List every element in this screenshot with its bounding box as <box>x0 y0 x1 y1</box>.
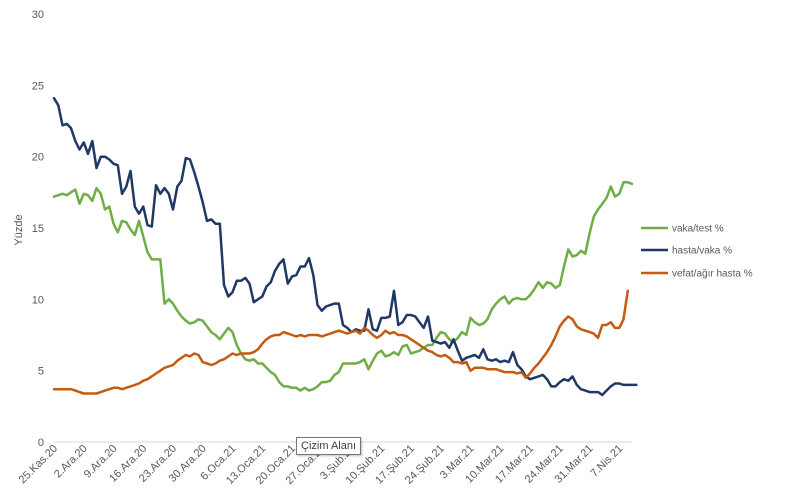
y-tick-label: 0 <box>38 437 44 449</box>
y-axis: 0 5 10 15 20 25 30 <box>32 9 44 449</box>
y-axis-label: Yüzde <box>13 214 25 245</box>
legend-label-0: vaka/test % <box>672 224 724 235</box>
y-tick-label: 30 <box>32 9 44 21</box>
x-tick-label: 25.Kas.20 <box>17 443 61 487</box>
y-tick-label: 10 <box>32 294 44 306</box>
y-tick-label: 20 <box>32 152 44 164</box>
y-tick-label: 15 <box>32 223 44 235</box>
plot-area-tooltip: Çizim Alanı <box>296 437 362 455</box>
series-group <box>52 96 638 397</box>
legend: vaka/test % hasta/vaka % vefat/ağır hasta … <box>641 224 753 280</box>
series-line-2[interactable] <box>52 289 630 395</box>
legend-label-2: vefat/ağır hasta % <box>672 269 753 280</box>
series-line-0[interactable] <box>52 181 634 392</box>
y-tick-label: 5 <box>38 366 44 378</box>
y-tick-label: 25 <box>32 80 44 92</box>
legend-label-1: hasta/vaka % <box>672 246 732 257</box>
x-tick-label: 7.Nis.21 <box>588 443 625 480</box>
series-line-1[interactable] <box>52 96 638 397</box>
